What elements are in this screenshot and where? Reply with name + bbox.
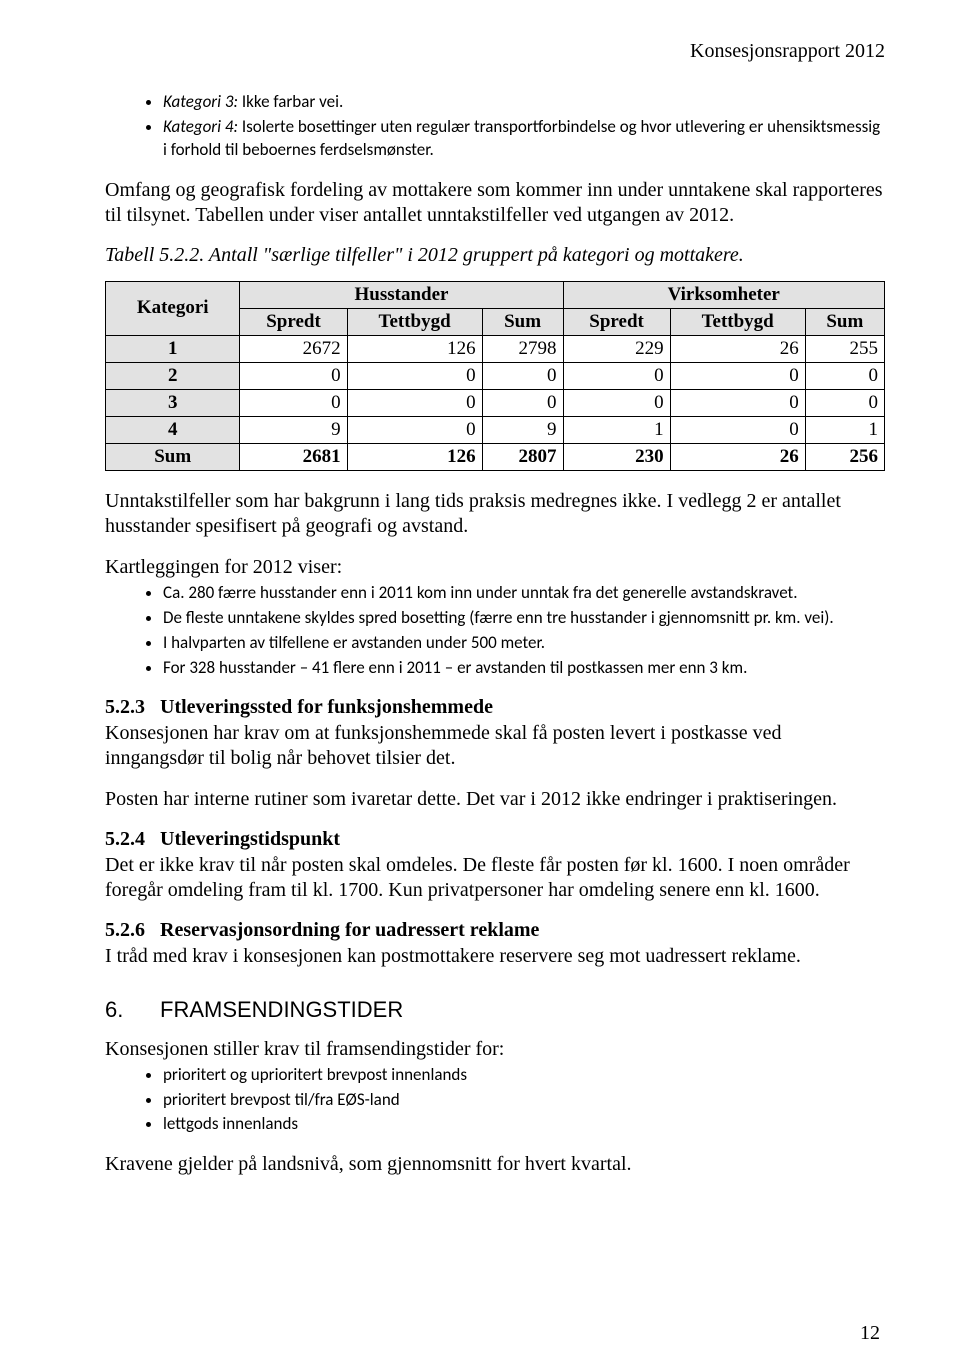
cell: 0 <box>670 416 805 443</box>
list-item: prioritert brevpost til/fra EØS-land <box>163 1089 885 1112</box>
table-caption: Tabell 5.2.2. Antall "særlige tilfeller"… <box>105 244 885 267</box>
sum-cell: 230 <box>563 443 670 470</box>
cell: 0 <box>347 362 482 389</box>
section-number: 5.2.6 <box>105 919 160 942</box>
intro-bullet-list: Kategori 3: Ikke farbar vei. Kategori 4:… <box>105 91 885 162</box>
chapter-title: FRAMSENDINGSTIDER <box>160 997 403 1022</box>
list-item: prioritert og uprioritert brevpost innen… <box>163 1064 885 1087</box>
group-husstander: Husstander <box>240 281 563 308</box>
list-item: De fleste unntakene skyldes spred bosett… <box>163 607 885 630</box>
col-header: Sum <box>482 308 563 335</box>
sum-cell: 256 <box>805 443 884 470</box>
rowhead-kategori: Kategori <box>106 281 240 335</box>
col-header: Tettbygd <box>670 308 805 335</box>
cell: 0 <box>670 362 805 389</box>
category-label: Kategori 3: <box>163 91 238 112</box>
list-item: I halvparten av tilfellene er avstanden … <box>163 632 885 655</box>
data-table: Kategori Husstander Virksomheter Spredt … <box>105 281 885 471</box>
paragraph: Det er ikke krav til når posten skal omd… <box>105 853 885 903</box>
cell: 2672 <box>240 335 347 362</box>
paragraph: Unntakstilfeller som har bakgrunn i lang… <box>105 489 885 539</box>
sum-cell: 2681 <box>240 443 347 470</box>
cell: 0 <box>240 389 347 416</box>
section-heading-523: 5.2.3Utleveringssted for funksjonshemmed… <box>105 696 885 719</box>
row-label: 4 <box>106 416 240 443</box>
list-item: Kategori 4: Isolerte bosettinger uten re… <box>163 116 885 162</box>
cell: 0 <box>805 362 884 389</box>
list-item: Kategori 3: Ikke farbar vei. <box>163 91 885 114</box>
category-text: Isolerte bosettinger uten regulær transp… <box>163 116 880 160</box>
page-header: Konsesjonsrapport 2012 <box>105 40 885 63</box>
requirements-list: prioritert og uprioritert brevpost innen… <box>105 1064 885 1137</box>
chapter-heading-6: 6.FRAMSENDINGSTIDER <box>105 997 885 1023</box>
cell: 0 <box>347 416 482 443</box>
col-header: Sum <box>805 308 884 335</box>
section-title: Utleveringstidspunkt <box>160 828 340 850</box>
sum-cell: 26 <box>670 443 805 470</box>
table-row: 2 0 0 0 0 0 0 <box>106 362 885 389</box>
section-title: Utleveringssted for funksjonshemmede <box>160 696 493 718</box>
section-heading-526: 5.2.6Reservasjonsordning for uadressert … <box>105 919 885 942</box>
sum-cell: 2807 <box>482 443 563 470</box>
table-row: 4 9 0 9 1 0 1 <box>106 416 885 443</box>
page-number: 12 <box>860 1322 880 1345</box>
row-label: 2 <box>106 362 240 389</box>
list-item: Ca. 280 færre husstander enn i 2011 kom … <box>163 582 885 605</box>
cell: 0 <box>805 389 884 416</box>
cell: 0 <box>670 389 805 416</box>
paragraph: I tråd med krav i konsesjonen kan postmo… <box>105 944 885 969</box>
sum-cell: 126 <box>347 443 482 470</box>
cell: 1 <box>805 416 884 443</box>
cell: 1 <box>563 416 670 443</box>
list-item: lettgods innenlands <box>163 1113 885 1136</box>
cell: 0 <box>563 362 670 389</box>
paragraph: Konsesjonen stiller krav til framsending… <box>105 1037 885 1062</box>
table-sum-row: Sum 2681 126 2807 230 26 256 <box>106 443 885 470</box>
col-header: Spredt <box>240 308 347 335</box>
sum-label: Sum <box>106 443 240 470</box>
cell: 229 <box>563 335 670 362</box>
paragraph: Kartleggingen for 2012 viser: <box>105 555 885 580</box>
section-number: 5.2.4 <box>105 828 160 851</box>
cell: 0 <box>482 362 563 389</box>
findings-list: Ca. 280 færre husstander enn i 2011 kom … <box>105 582 885 680</box>
group-virksomheter: Virksomheter <box>563 281 885 308</box>
cell: 26 <box>670 335 805 362</box>
table-row: 1 2672 126 2798 229 26 255 <box>106 335 885 362</box>
paragraph: Posten har interne rutiner som ivaretar … <box>105 787 885 812</box>
chapter-number: 6. <box>105 997 160 1023</box>
section-number: 5.2.3 <box>105 696 160 719</box>
cell: 0 <box>482 389 563 416</box>
category-text: Ikke farbar vei. <box>238 91 343 112</box>
category-label: Kategori 4: <box>163 116 238 137</box>
row-label: 3 <box>106 389 240 416</box>
cell: 126 <box>347 335 482 362</box>
cell: 2798 <box>482 335 563 362</box>
paragraph: Omfang og geografisk fordeling av mottak… <box>105 178 885 228</box>
paragraph: Kravene gjelder på landsnivå, som gjenno… <box>105 1152 885 1177</box>
col-header: Spredt <box>563 308 670 335</box>
table-row: 3 0 0 0 0 0 0 <box>106 389 885 416</box>
paragraph: Konsesjonen har krav om at funksjonshemm… <box>105 721 885 771</box>
col-header: Tettbygd <box>347 308 482 335</box>
row-label: 1 <box>106 335 240 362</box>
cell: 255 <box>805 335 884 362</box>
section-title: Reservasjonsordning for uadressert rekla… <box>160 919 539 941</box>
cell: 0 <box>563 389 670 416</box>
cell: 0 <box>240 362 347 389</box>
cell: 9 <box>240 416 347 443</box>
list-item: For 328 husstander – 41 flere enn i 2011… <box>163 657 885 680</box>
cell: 9 <box>482 416 563 443</box>
cell: 0 <box>347 389 482 416</box>
section-heading-524: 5.2.4Utleveringstidspunkt <box>105 828 885 851</box>
